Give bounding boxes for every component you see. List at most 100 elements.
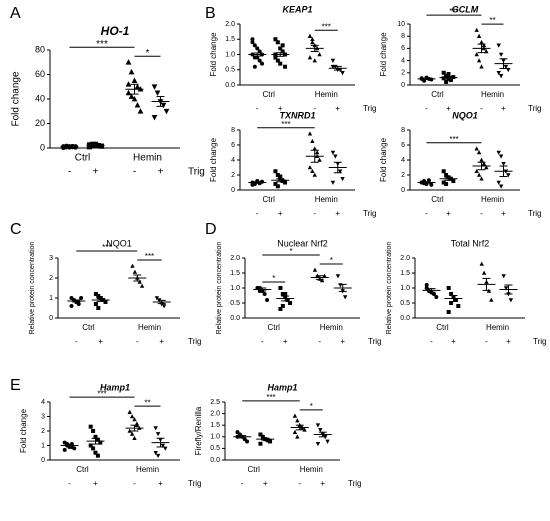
data-point bbox=[446, 310, 451, 314]
data-point bbox=[333, 154, 338, 159]
data-point bbox=[337, 169, 343, 174]
group-label: Ctrl bbox=[263, 90, 276, 99]
y-tick-label: 0.0 bbox=[230, 315, 240, 322]
significance-label: * bbox=[146, 48, 150, 59]
group-label: Hemin bbox=[136, 465, 159, 474]
data-point bbox=[496, 180, 501, 185]
data-point bbox=[262, 292, 267, 296]
panel-letter: A bbox=[10, 5, 21, 22]
data-point bbox=[163, 446, 168, 451]
data-point bbox=[288, 301, 293, 305]
chart-title: GCLM bbox=[452, 4, 479, 14]
data-point bbox=[449, 301, 454, 305]
data-point bbox=[278, 46, 283, 51]
y-axis-label: Fold change bbox=[379, 32, 388, 77]
data-point bbox=[340, 71, 345, 76]
y-tick-label: 6 bbox=[231, 142, 235, 149]
significance-label: *** bbox=[449, 7, 458, 16]
data-point bbox=[62, 447, 67, 452]
data-point bbox=[129, 431, 135, 436]
data-point bbox=[498, 184, 504, 189]
data-point bbox=[137, 108, 144, 114]
data-point bbox=[258, 441, 263, 446]
data-point bbox=[307, 33, 313, 38]
significance-label: *** bbox=[322, 22, 331, 31]
data-point bbox=[444, 182, 449, 186]
data-point bbox=[153, 426, 158, 431]
data-point bbox=[330, 58, 336, 63]
data-point bbox=[250, 37, 255, 42]
y-axis-label: Fold change bbox=[379, 137, 388, 182]
y-tick-label: 60 bbox=[35, 69, 45, 79]
significance-label: *** bbox=[102, 243, 111, 252]
y-tick-label: 2 bbox=[231, 172, 235, 179]
y-tick-label: 2.5 bbox=[210, 399, 220, 406]
data-point bbox=[283, 64, 288, 69]
data-point bbox=[498, 154, 504, 159]
x-tick-label: - bbox=[480, 104, 483, 113]
x-tick-label: + bbox=[320, 479, 325, 488]
data-point bbox=[448, 78, 453, 83]
data-point bbox=[441, 70, 446, 75]
treatment-label: Trig bbox=[363, 209, 376, 218]
data-point bbox=[129, 414, 135, 419]
data-point bbox=[501, 274, 506, 279]
data-point bbox=[479, 176, 484, 181]
y-tick-label: 2 bbox=[401, 70, 405, 77]
data-point bbox=[125, 59, 132, 65]
group-label: Hemin bbox=[486, 323, 509, 332]
data-point bbox=[86, 142, 93, 148]
data-point bbox=[446, 72, 451, 77]
y-tick-label: 3 bbox=[41, 413, 45, 420]
x-tick-label: - bbox=[425, 104, 428, 113]
data-point bbox=[312, 172, 317, 177]
y-tick-label: 3 bbox=[49, 255, 53, 262]
data-point bbox=[93, 302, 98, 306]
data-point bbox=[496, 150, 501, 155]
significance-label: ** bbox=[144, 398, 150, 407]
significance-label: *** bbox=[266, 393, 275, 402]
treatment-label: Trig bbox=[188, 167, 205, 178]
data-point bbox=[245, 439, 250, 444]
data-point bbox=[476, 172, 482, 177]
data-point bbox=[280, 292, 285, 296]
data-point bbox=[310, 138, 315, 144]
x-tick-label: + bbox=[93, 167, 99, 178]
data-point bbox=[315, 423, 321, 428]
data-point bbox=[280, 179, 285, 183]
data-point bbox=[317, 157, 322, 162]
data-point bbox=[273, 169, 278, 174]
group-label: Hemin bbox=[315, 195, 338, 204]
data-point bbox=[260, 61, 265, 66]
data-point bbox=[258, 432, 263, 437]
data-point bbox=[489, 297, 494, 302]
chart-title: Hamp1 bbox=[100, 382, 130, 392]
data-point bbox=[98, 296, 103, 300]
data-point bbox=[91, 429, 96, 433]
data-point bbox=[125, 81, 132, 87]
y-tick-label: 2.0 bbox=[230, 255, 240, 262]
x-tick-label: + bbox=[446, 104, 451, 113]
data-point bbox=[280, 49, 285, 54]
data-point bbox=[160, 443, 166, 448]
y-tick-label: 6 bbox=[401, 45, 405, 52]
y-tick-label: 1.0 bbox=[400, 285, 410, 292]
y-tick-label: 2 bbox=[41, 428, 45, 435]
x-tick-label: - bbox=[261, 337, 264, 346]
data-point bbox=[96, 306, 101, 310]
data-point bbox=[88, 424, 93, 429]
data-point bbox=[278, 174, 283, 179]
x-tick-label: - bbox=[313, 104, 316, 113]
data-point bbox=[307, 55, 313, 60]
data-point bbox=[134, 83, 141, 90]
data-point bbox=[314, 150, 320, 155]
data-point bbox=[257, 49, 262, 54]
data-point bbox=[252, 64, 257, 69]
y-axis-label: Relative protein concentration bbox=[29, 242, 36, 335]
data-point bbox=[72, 446, 77, 451]
data-point bbox=[260, 434, 265, 439]
data-point bbox=[128, 68, 135, 75]
y-tick-label: 0.5 bbox=[400, 300, 410, 307]
y-tick-label: 80 bbox=[35, 44, 45, 54]
panel-letter: B bbox=[205, 5, 216, 22]
